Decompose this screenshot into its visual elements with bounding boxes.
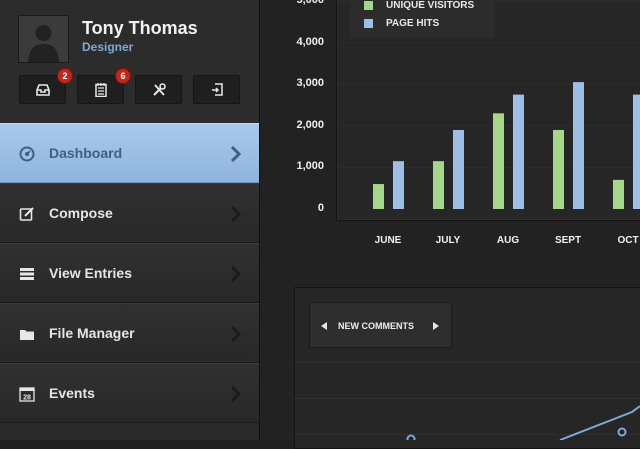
- comments-header: NEW COMMENTS: [309, 302, 452, 348]
- bar-unique-visitors: [613, 179, 624, 209]
- bar-unique-visitors: [373, 184, 384, 209]
- legend-swatch: [364, 19, 373, 28]
- y-tick-label: 2,000: [296, 118, 324, 131]
- chevron-right-icon: [230, 325, 242, 343]
- chart-legend: UNIQUE VISITORS PAGE HITS: [350, 0, 495, 38]
- inbox-badge: 2: [57, 68, 73, 84]
- notes-badge: 6: [115, 68, 131, 84]
- nav-item-file-manager[interactable]: File Manager: [0, 303, 259, 363]
- next-arrow-icon[interactable]: [433, 322, 439, 330]
- nav-item-events[interactable]: 28 Events: [0, 363, 259, 423]
- folder-icon: [18, 325, 36, 343]
- logout-button[interactable]: [193, 75, 240, 104]
- nav-label-compose: Compose: [49, 205, 113, 221]
- chevron-right-icon: [230, 145, 242, 163]
- notepad-icon: [94, 82, 107, 97]
- grid-line: [294, 362, 640, 363]
- bar-page-hits: [393, 161, 404, 209]
- bar-unique-visitors: [553, 129, 564, 209]
- legend-label: UNIQUE VISITORS: [386, 0, 475, 11]
- chevron-right-icon: [230, 265, 242, 283]
- chevron-right-icon: [230, 385, 242, 403]
- nav-label-dashboard: Dashboard: [49, 145, 123, 161]
- bar-page-hits: [453, 129, 464, 209]
- x-tick-label: SEPT: [554, 235, 582, 246]
- bar-unique-visitors: [433, 161, 444, 209]
- nav-label-file-manager: File Manager: [49, 325, 135, 341]
- y-tick-label: 1,000: [296, 160, 324, 173]
- bar-page-hits: [573, 82, 584, 209]
- tools-button[interactable]: [135, 75, 182, 104]
- chevron-right-icon: [230, 205, 242, 223]
- dashboard-icon: [18, 145, 36, 163]
- grid-line: [294, 434, 640, 435]
- legend-label: PAGE HITS: [386, 18, 440, 29]
- nav-label-view-entries: View Entries: [49, 265, 133, 281]
- calendar-icon: 28: [18, 385, 36, 403]
- grid-line: [294, 398, 640, 399]
- nav-item-dashboard[interactable]: Dashboard: [0, 123, 259, 183]
- main-content: UNIQUE VISITORS PAGE HITS NEW COMMENTS 0…: [260, 0, 640, 449]
- y-tick-label: 3,000: [296, 77, 324, 90]
- bar-page-hits: [633, 94, 640, 209]
- inbox-button[interactable]: 2: [19, 68, 73, 104]
- avatar[interactable]: [18, 15, 69, 63]
- prev-arrow-icon[interactable]: [321, 322, 327, 330]
- profile-panel: Tony Thomas Designer 2 6: [0, 0, 259, 123]
- calendar-date: 28: [23, 395, 31, 402]
- nav-item-compose[interactable]: Compose: [0, 183, 259, 243]
- legend-item-page-hits: PAGE HITS: [364, 18, 439, 29]
- logout-icon: [211, 83, 223, 96]
- x-tick-label: AUG: [496, 235, 520, 246]
- user-name: Tony Thomas: [82, 18, 198, 38]
- y-tick-label: 5,000: [296, 0, 324, 6]
- inbox-icon: [35, 83, 50, 96]
- user-role: Designer: [82, 40, 134, 54]
- sidebar: Tony Thomas Designer 2 6 Dashboard Compo…: [0, 0, 260, 440]
- bar-page-hits: [513, 94, 524, 209]
- x-tick-label: JULY: [435, 235, 461, 246]
- nav-item-view-entries[interactable]: View Entries: [0, 243, 259, 303]
- y-tick-label: 4,000: [296, 35, 324, 48]
- compose-icon: [18, 205, 36, 223]
- nav-label-events: Events: [49, 385, 95, 401]
- bar-unique-visitors: [493, 113, 504, 209]
- tools-icon: [152, 82, 166, 96]
- comments-title: NEW COMMENTS: [338, 321, 414, 331]
- list-icon: [18, 265, 36, 283]
- x-tick-label: JUNE: [374, 235, 402, 246]
- legend-swatch: [364, 1, 373, 10]
- x-tick-label: OCT: [617, 235, 639, 246]
- legend-item-unique-visitors: UNIQUE VISITORS: [364, 0, 474, 11]
- notes-button[interactable]: 6: [77, 68, 131, 104]
- y-tick-label: 0: [317, 202, 324, 214]
